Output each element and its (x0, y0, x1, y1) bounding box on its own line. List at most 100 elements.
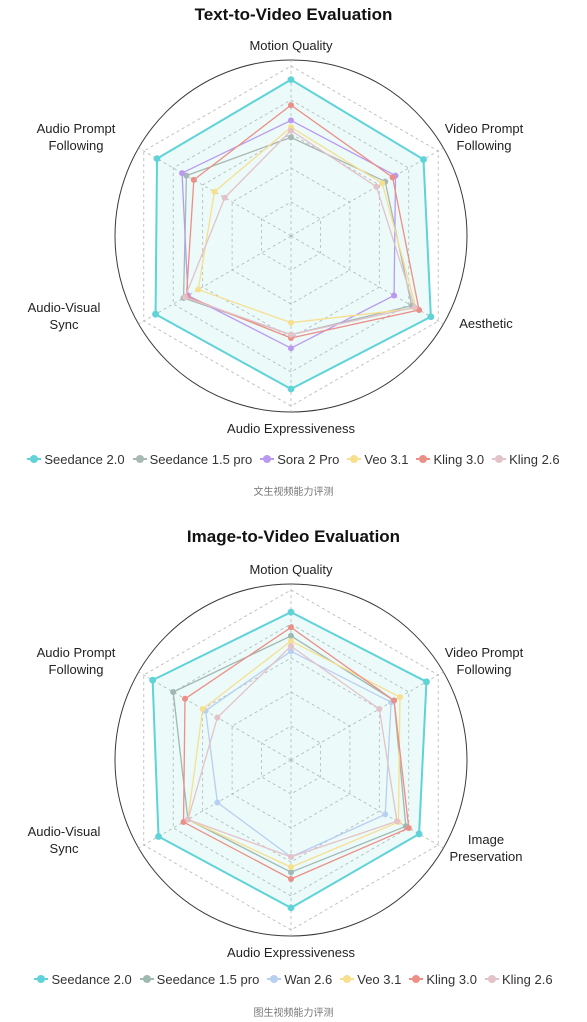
legend-label: Veo 3.1 (364, 451, 409, 467)
series-point-kling-2-6 (376, 706, 383, 712)
legend-item-kling-3-0: Kling 3.0 (409, 972, 477, 987)
axis-label-audio-visual-sync: Audio-Visual Sync (28, 300, 101, 332)
series-point-kling-3-0 (391, 697, 398, 704)
series-point-kling-2-6 (184, 816, 191, 823)
legend-item-seedance-1-5-pro: Seedance 1.5 pro (132, 451, 253, 467)
axis-label-audio-expressiveness: Audio Expressiveness (227, 421, 355, 436)
series-point-veo-3-1 (288, 864, 294, 871)
legend-marker-icon (260, 454, 275, 464)
legend-label: Wan 2.6 (284, 971, 333, 987)
axis-label-motion-quality: Motion Quality (249, 38, 333, 53)
radar-grid-ring (261, 725, 321, 795)
series-point-veo-3-1 (211, 188, 218, 195)
axis-label-audio-prompt-following: Audio Prompt Following (37, 645, 116, 677)
legend-item-sora-2-pro: Sora 2 Pro (260, 452, 339, 467)
legend-marker-icon (340, 974, 355, 984)
chart-title: Image-to-Video Evaluation (186, 527, 401, 546)
series-point-seedance-2-0 (153, 155, 161, 163)
series-point-seedance-1-5-pro (288, 869, 294, 876)
series-point-kling-2-6 (411, 304, 418, 311)
series-area-seedance-2-0 (152, 612, 427, 908)
series-point-veo-3-1 (396, 694, 403, 701)
chart-legend: Seedance 2.0 Seedance 1.5 pro Wan 2.6 Veo 3… (0, 969, 587, 989)
series-point-sora-2-pro (179, 170, 186, 177)
series-point-kling-2-6 (221, 194, 228, 201)
series-point-veo-3-1 (288, 319, 294, 326)
series-point-kling-3-0 (405, 825, 412, 831)
legend-item-kling-2-6: Kling 2.6 (492, 452, 560, 467)
series-point-sora-2-pro (288, 345, 294, 352)
axis-label-video-prompt-following: Video Prompt Following (445, 121, 524, 153)
axis-label-image-preservation: Image Preservation (450, 832, 523, 864)
legend-label: Seedance 2.0 (44, 451, 125, 467)
radar-chart-image-to-video: Motion Quality Video Prompt Following Image… (28, 562, 524, 960)
series-point-seedance-2-0 (423, 678, 430, 686)
radar-grid-ring (172, 99, 410, 373)
legend-label: Veo 3.1 (357, 971, 402, 987)
series-point-kling-2-6 (288, 643, 294, 650)
series-point-kling-2-6 (288, 127, 294, 134)
series-point-sora-2-pro (391, 292, 398, 299)
legend-item-seedance-2-0: Seedance 2.0 (34, 971, 132, 987)
axis-label-audio-prompt-following: Audio Prompt Following (37, 121, 116, 153)
legend-marker-icon (409, 974, 424, 984)
legend-label: Kling 2.6 (509, 451, 560, 467)
series-point-wan-2-6 (382, 811, 389, 818)
legend-marker-icon (267, 974, 282, 984)
legend-item-seedance-2-0: Seedance 2.0 (27, 451, 125, 467)
legend-marker-icon (132, 454, 147, 464)
series-point-kling-3-0 (288, 876, 294, 882)
radar-spoke (138, 235, 292, 325)
legend-item-veo-3-1: Veo 3.1 (347, 452, 408, 467)
legend-label: Kling 3.0 (433, 451, 485, 467)
radar-grid-ring (261, 201, 321, 271)
chart-title: Text-to-Video Evaluation (194, 5, 393, 24)
series-point-kling-3-0 (389, 174, 396, 181)
legend-label: Seedance 2.0 (51, 971, 132, 987)
series-point-kling-3-0 (181, 695, 188, 702)
axis-label-audio-visual-sync: Audio-Visual Sync (28, 824, 101, 856)
legend-label: Kling 2.6 (501, 971, 553, 987)
legend-marker-icon (34, 974, 49, 984)
series-point-kling-3-0 (190, 176, 197, 183)
axis-label-motion-quality: Motion Quality (249, 562, 333, 577)
legend-marker-icon (416, 454, 431, 464)
legend-item-kling-3-0: Kling 3.0 (416, 452, 484, 467)
series-point-seedance-2-0 (149, 676, 157, 684)
series-point-seedance-2-0 (420, 156, 427, 163)
legend-label: Sora 2 Pro (277, 451, 340, 467)
series-point-seedance-2-0 (287, 904, 295, 912)
series-point-kling-2-6 (214, 714, 221, 721)
series-point-kling-3-0 (288, 102, 294, 109)
series-point-seedance-2-0 (287, 608, 295, 616)
series-point-kling-3-0 (288, 624, 294, 631)
series-point-seedance-2-0 (287, 76, 295, 83)
radar-spoke (138, 147, 292, 237)
series-point-kling-2-6 (288, 331, 294, 338)
series-point-seedance-2-0 (152, 310, 159, 318)
legend-marker-icon (27, 454, 42, 464)
legend-item-kling-2-6: Kling 2.6 (484, 971, 553, 987)
series-point-seedance-2-0 (415, 830, 423, 838)
chart-legend: Seedance 2.0 Seedance 1.5 pro Sora 2 Pro Ve… (0, 449, 587, 469)
chart-caption: 图生视频能力评测 (253, 1008, 334, 1019)
radar-spoke (290, 671, 444, 761)
series-point-seedance-1-5-pro (288, 134, 294, 141)
series-point-wan-2-6 (288, 648, 294, 655)
series-point-kling-3-0 (416, 306, 423, 313)
legend-marker-icon (347, 454, 362, 464)
series-point-seedance-2-0 (287, 385, 295, 393)
legend-item-seedance-1-5-pro: Seedance 1.5 pro (139, 972, 259, 987)
legend-item-wan-2-6: Wan 2.6 (267, 972, 332, 987)
legend-marker-icon (139, 974, 154, 984)
series-point-kling-2-6 (288, 853, 294, 860)
series-point-seedance-2-0 (427, 313, 435, 321)
legend-label: Seedance 1.5 pro (149, 451, 253, 467)
axis-label-aesthetic: Aesthetic (459, 316, 513, 331)
series-point-wan-2-6 (214, 799, 221, 806)
series-point-seedance-2-0 (155, 833, 162, 840)
series-point-kling-2-6 (394, 818, 401, 825)
series-point-kling-3-0 (180, 819, 187, 826)
radar-spoke (290, 147, 444, 237)
series-point-veo-3-1 (288, 638, 294, 644)
